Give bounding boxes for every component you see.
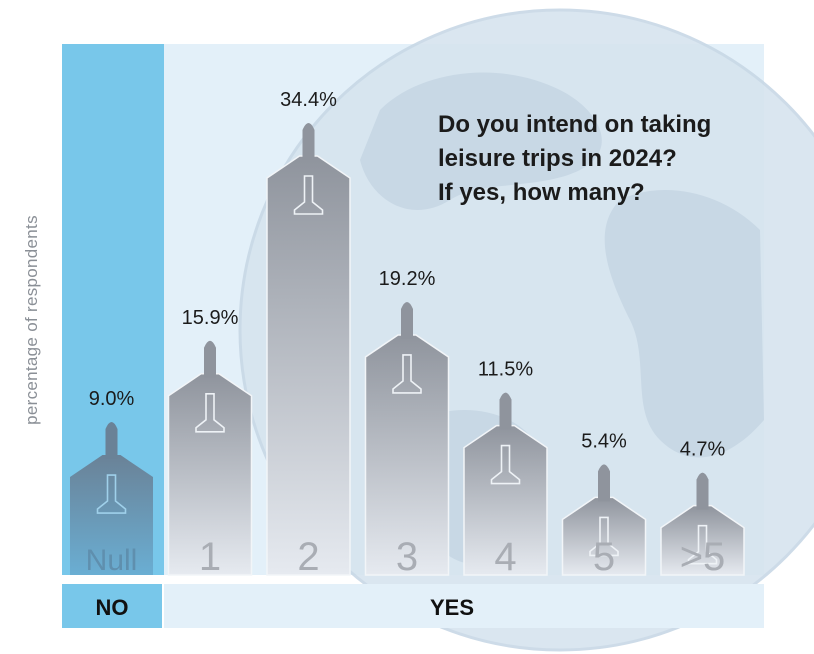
title-line-1: Do you intend on taking (438, 111, 712, 138)
category-label: 4 (494, 535, 516, 579)
category-label: 5 (593, 535, 615, 579)
bar-group: 11.5% 4 (463, 359, 548, 579)
value-label: 5.4% (581, 430, 627, 452)
bar (167, 373, 253, 576)
plane-nose (204, 340, 216, 378)
bar-group: 19.2% 3 (364, 268, 450, 579)
value-label: 9.0% (89, 388, 135, 410)
bar (70, 455, 153, 575)
plane-nose (598, 464, 610, 502)
title-line-2: leisure trips in 2024? (438, 145, 677, 172)
plane-nose (105, 422, 118, 460)
value-label: 34.4% (280, 89, 337, 111)
value-label: 15.9% (182, 307, 239, 329)
value-label: 4.7% (680, 439, 726, 461)
title-line-3: If yes, how many? (438, 179, 645, 206)
bar (660, 504, 745, 576)
plane-nose (401, 301, 413, 339)
bar-group: 34.4% 2 (266, 89, 351, 579)
plane-nose (696, 472, 709, 510)
plane-tail (195, 393, 225, 433)
plane-tail (392, 354, 422, 394)
plane-tail (293, 175, 324, 215)
bar-group: 5.4% 5 (561, 430, 647, 579)
group-label-no: NO (96, 595, 129, 620)
plane-tail (96, 474, 127, 514)
plane-tail (490, 444, 521, 485)
category-label: 3 (396, 535, 418, 579)
y-axis-label: percentage of respondents (22, 215, 41, 425)
plane-tail (687, 524, 718, 565)
category-label: >5 (680, 535, 726, 579)
bar-group: 4.7% >5 (660, 439, 745, 579)
yes-group-band (164, 584, 764, 628)
bar (266, 155, 351, 576)
no-group-band (62, 584, 162, 628)
category-label: 1 (199, 535, 221, 579)
group-label-yes: YES (430, 595, 474, 620)
category-label: Null (86, 544, 138, 577)
plane-nose (499, 392, 512, 430)
chart-title: Do you intend on taking leisure trips in… (438, 108, 758, 210)
bar (463, 424, 548, 576)
category-label: 2 (297, 535, 319, 579)
bar (364, 334, 450, 576)
bar-group: 9.0% Null (70, 388, 153, 577)
plane-nose (302, 123, 315, 160)
value-label: 19.2% (379, 268, 436, 290)
bar-group: 15.9% 1 (167, 307, 253, 579)
value-label: 11.5% (478, 359, 533, 381)
plane-tail (589, 516, 619, 557)
bar (561, 496, 647, 576)
